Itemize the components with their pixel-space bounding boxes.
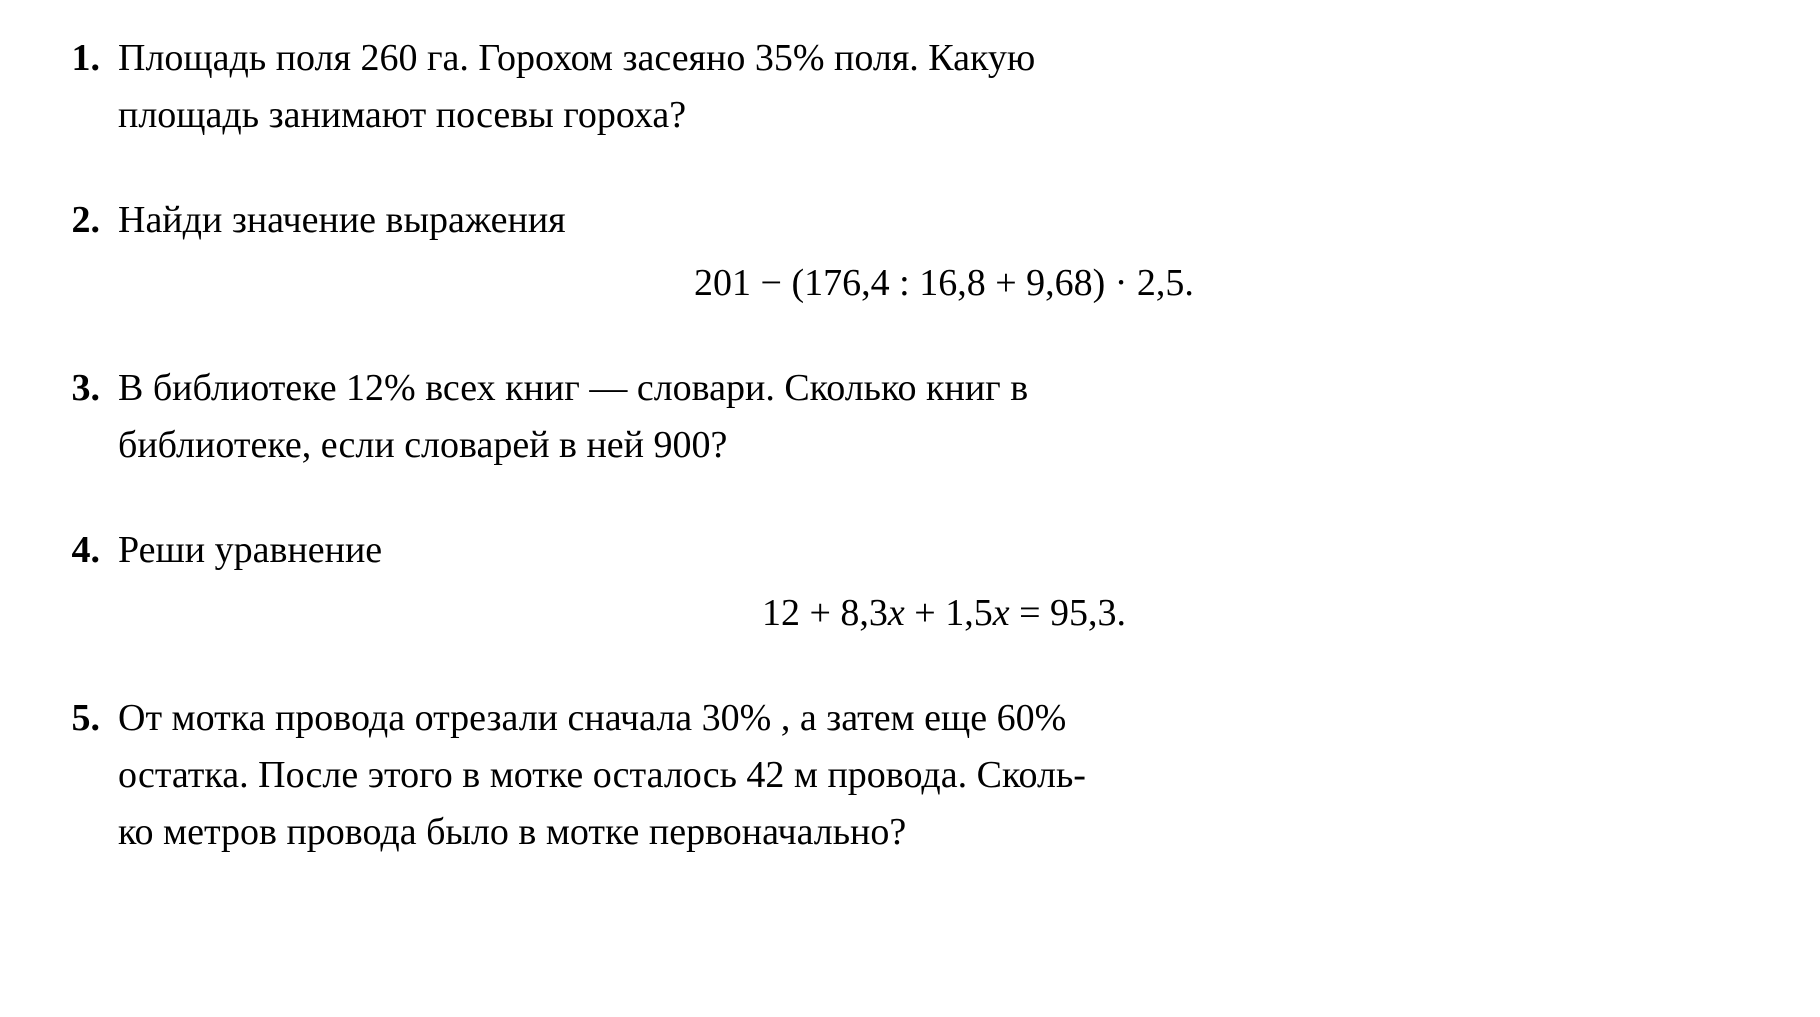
problem-4: 4. Реши уравнение 12 + 8,3x + 1,5x = 95,… [30, 522, 1770, 642]
problem-2-body: Найди значение выражения 201 − (176,4 : … [118, 192, 1770, 312]
problem-5-line3: ко метров провода было в мотке первонача… [118, 804, 1770, 861]
problem-3-line2: библиотеке, если словарей в ней 900? [118, 417, 1770, 474]
problem-4-formula-post: = 95,3. [1010, 592, 1126, 634]
problem-5-number: 5. [30, 690, 118, 747]
problem-4-formula-var1: x [888, 592, 905, 634]
problem-1-body: Площадь поля 260 га. Горохом засеяно 35%… [118, 30, 1770, 144]
problem-2-line1: Найди значение выражения [118, 192, 1770, 249]
problem-1: 1. Площадь поля 260 га. Горохом засеяно … [30, 30, 1770, 144]
problem-3-body: В библиотеке 12% всех книг — словари. Ск… [118, 360, 1770, 474]
problem-1-line1: Площадь поля 260 га. Горохом засеяно 35%… [118, 30, 1770, 87]
problem-5-line1: От мотка провода отрезали сначала 30% , … [118, 690, 1770, 747]
problem-2-formula: 201 − (176,4 : 16,8 + 9,68) · 2,5. [118, 255, 1770, 312]
problem-5: 5. От мотка провода отрезали сначала 30%… [30, 690, 1770, 861]
problem-1-number: 1. [30, 30, 118, 87]
page: 1. Площадь поля 260 га. Горохом засеяно … [0, 0, 1820, 891]
problem-5-line2: остатка. После этого в мотке осталось 42… [118, 747, 1770, 804]
problem-3-number: 3. [30, 360, 118, 417]
problem-4-formula-mid: + 1,5 [905, 592, 993, 634]
problem-4-line1: Реши уравнение [118, 522, 1770, 579]
problem-2-number: 2. [30, 192, 118, 249]
problem-3-line1: В библиотеке 12% всех книг — словари. Ск… [118, 360, 1770, 417]
problem-2: 2. Найди значение выражения 201 − (176,4… [30, 192, 1770, 312]
problem-4-body: Реши уравнение 12 + 8,3x + 1,5x = 95,3. [118, 522, 1770, 642]
problem-1-line2: площадь занимают посевы гороха? [118, 87, 1770, 144]
problem-4-formula-pre: 12 + 8,3 [762, 592, 888, 634]
problem-4-formula: 12 + 8,3x + 1,5x = 95,3. [118, 585, 1770, 642]
problem-5-body: От мотка провода отрезали сначала 30% , … [118, 690, 1770, 861]
problem-3: 3. В библиотеке 12% всех книг — словари.… [30, 360, 1770, 474]
problem-4-number: 4. [30, 522, 118, 579]
problem-4-formula-var2: x [993, 592, 1010, 634]
